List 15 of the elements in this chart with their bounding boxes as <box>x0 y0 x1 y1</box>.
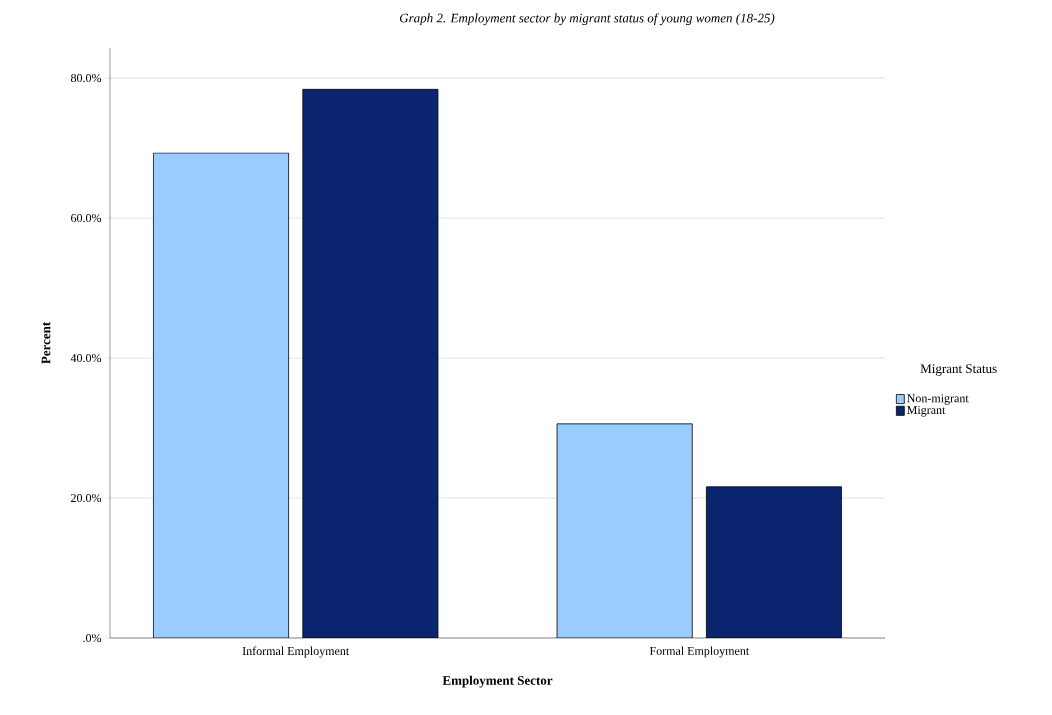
y-tick-label: 60.0% <box>71 213 102 223</box>
y-tick-label: .0% <box>83 633 102 643</box>
bar <box>152 152 290 638</box>
legend-label: Non-migrant <box>907 394 969 405</box>
legend-label: Migrant <box>907 405 946 417</box>
y-tick-label: 20.0% <box>71 493 102 503</box>
y-tick-label: 80.0% <box>70 74 102 83</box>
legend-title: Migrant Status <box>920 364 997 376</box>
chart-title: Graph 2. Employment sector by migrant status of young women (18-25) <box>399 13 775 26</box>
x-axis-title: Employment Sector <box>442 675 553 688</box>
y-axis-title: Percent <box>41 321 51 364</box>
x-tick-label: Formal Employment <box>649 646 750 658</box>
x-tick-label: Informal Employment <box>242 646 350 658</box>
y-tick-label: 40.0% <box>70 353 102 363</box>
bar <box>556 423 693 638</box>
